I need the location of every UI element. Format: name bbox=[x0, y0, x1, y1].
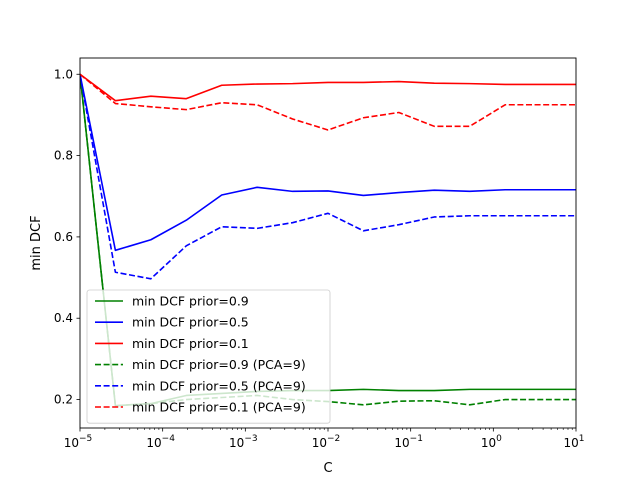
legend-entry-label: min DCF prior=0.9 (PCA=9) bbox=[132, 357, 306, 372]
series-line-6 bbox=[80, 73, 576, 131]
legend-entry-label: min DCF prior=0.5 bbox=[132, 315, 249, 330]
x-tick-label: 10−5 bbox=[64, 434, 93, 450]
y-axis: 0.2 0.4 0.6 0.8 1.0 bbox=[54, 67, 80, 407]
x-tick-label: 100 bbox=[481, 434, 502, 450]
x-tick-label: 10−2 bbox=[312, 434, 341, 450]
y-tick-label: 0.4 bbox=[54, 311, 73, 325]
series-line-5 bbox=[80, 74, 576, 280]
y-tick-label: 1.0 bbox=[54, 67, 73, 81]
series-line-2 bbox=[80, 74, 576, 252]
x-axis-label: C bbox=[323, 461, 332, 476]
y-tick-label: 0.6 bbox=[54, 230, 73, 244]
legend-entry-label: min DCF prior=0.1 bbox=[132, 336, 249, 351]
x-tick-label: 10−4 bbox=[146, 434, 175, 450]
legend-entry-label: min DCF prior=0.9 bbox=[132, 294, 249, 309]
x-axis: 10−5 10−4 10−3 10−2 10−1 100 101 bbox=[64, 428, 585, 450]
x-tick-label: 10−1 bbox=[394, 434, 423, 450]
legend-entry-label: min DCF prior=0.1 (PCA=9) bbox=[132, 400, 306, 415]
x-tick-label: 101 bbox=[563, 434, 584, 450]
legend-box bbox=[86, 289, 331, 424]
legend-entry-label: min DCF prior=0.5 (PCA=9) bbox=[132, 378, 306, 393]
series-line-3 bbox=[80, 73, 576, 102]
x-tick-label: 10−3 bbox=[229, 434, 258, 450]
y-tick-label: 0.2 bbox=[54, 393, 73, 407]
y-axis-label: min DCF bbox=[29, 215, 44, 270]
y-tick-label: 0.8 bbox=[54, 149, 73, 163]
legend: min DCF prior=0.9 min DCF prior=0.5 min DC… bbox=[86, 289, 331, 424]
